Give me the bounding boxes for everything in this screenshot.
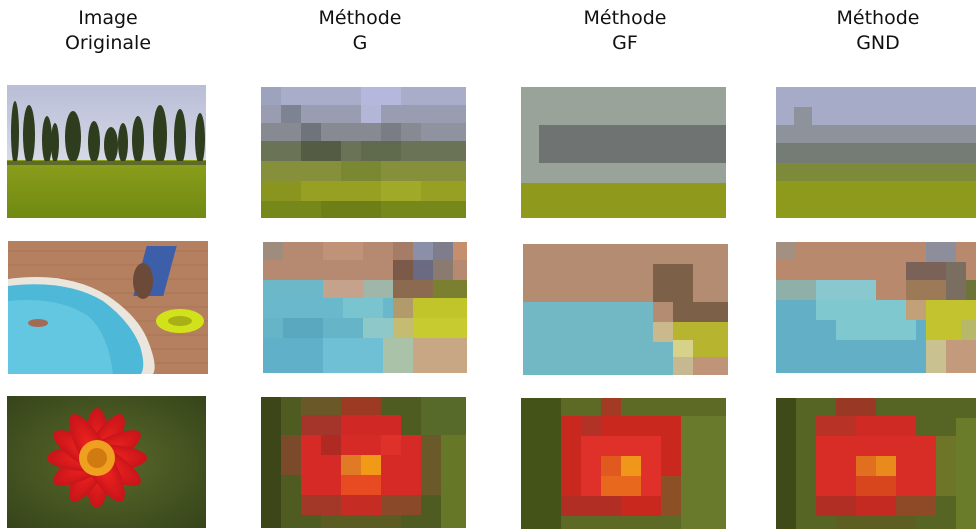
header-line1: Méthode (318, 7, 402, 29)
original-flower-image (7, 396, 206, 528)
header-line2: G (352, 32, 368, 54)
header-method-g: Méthode G (250, 6, 470, 56)
method-g-trees-image (261, 87, 466, 218)
method-gf-flower-image (521, 398, 726, 529)
method-g-flower-image (261, 397, 466, 528)
original-trees-image (7, 85, 206, 218)
method-gnd-flower-image (776, 398, 976, 529)
header-line2: GF (612, 32, 638, 54)
header-line1: Méthode (836, 7, 920, 29)
method-gnd-trees-image (776, 87, 976, 218)
header-line2: GND (856, 32, 900, 54)
header-method-gf: Méthode GF (515, 6, 735, 56)
method-g-pool-image (263, 242, 467, 373)
header-method-gnd: Méthode GND (768, 6, 976, 56)
method-gf-trees-image (521, 87, 726, 218)
original-pool-image (8, 241, 208, 374)
header-line2: Originale (64, 32, 152, 54)
method-gf-pool-image (523, 244, 728, 375)
header-line1: Méthode (583, 7, 667, 29)
header-original: Image Originale (0, 6, 218, 56)
method-gnd-pool-image (776, 242, 976, 373)
header-line1: Image (78, 7, 138, 29)
